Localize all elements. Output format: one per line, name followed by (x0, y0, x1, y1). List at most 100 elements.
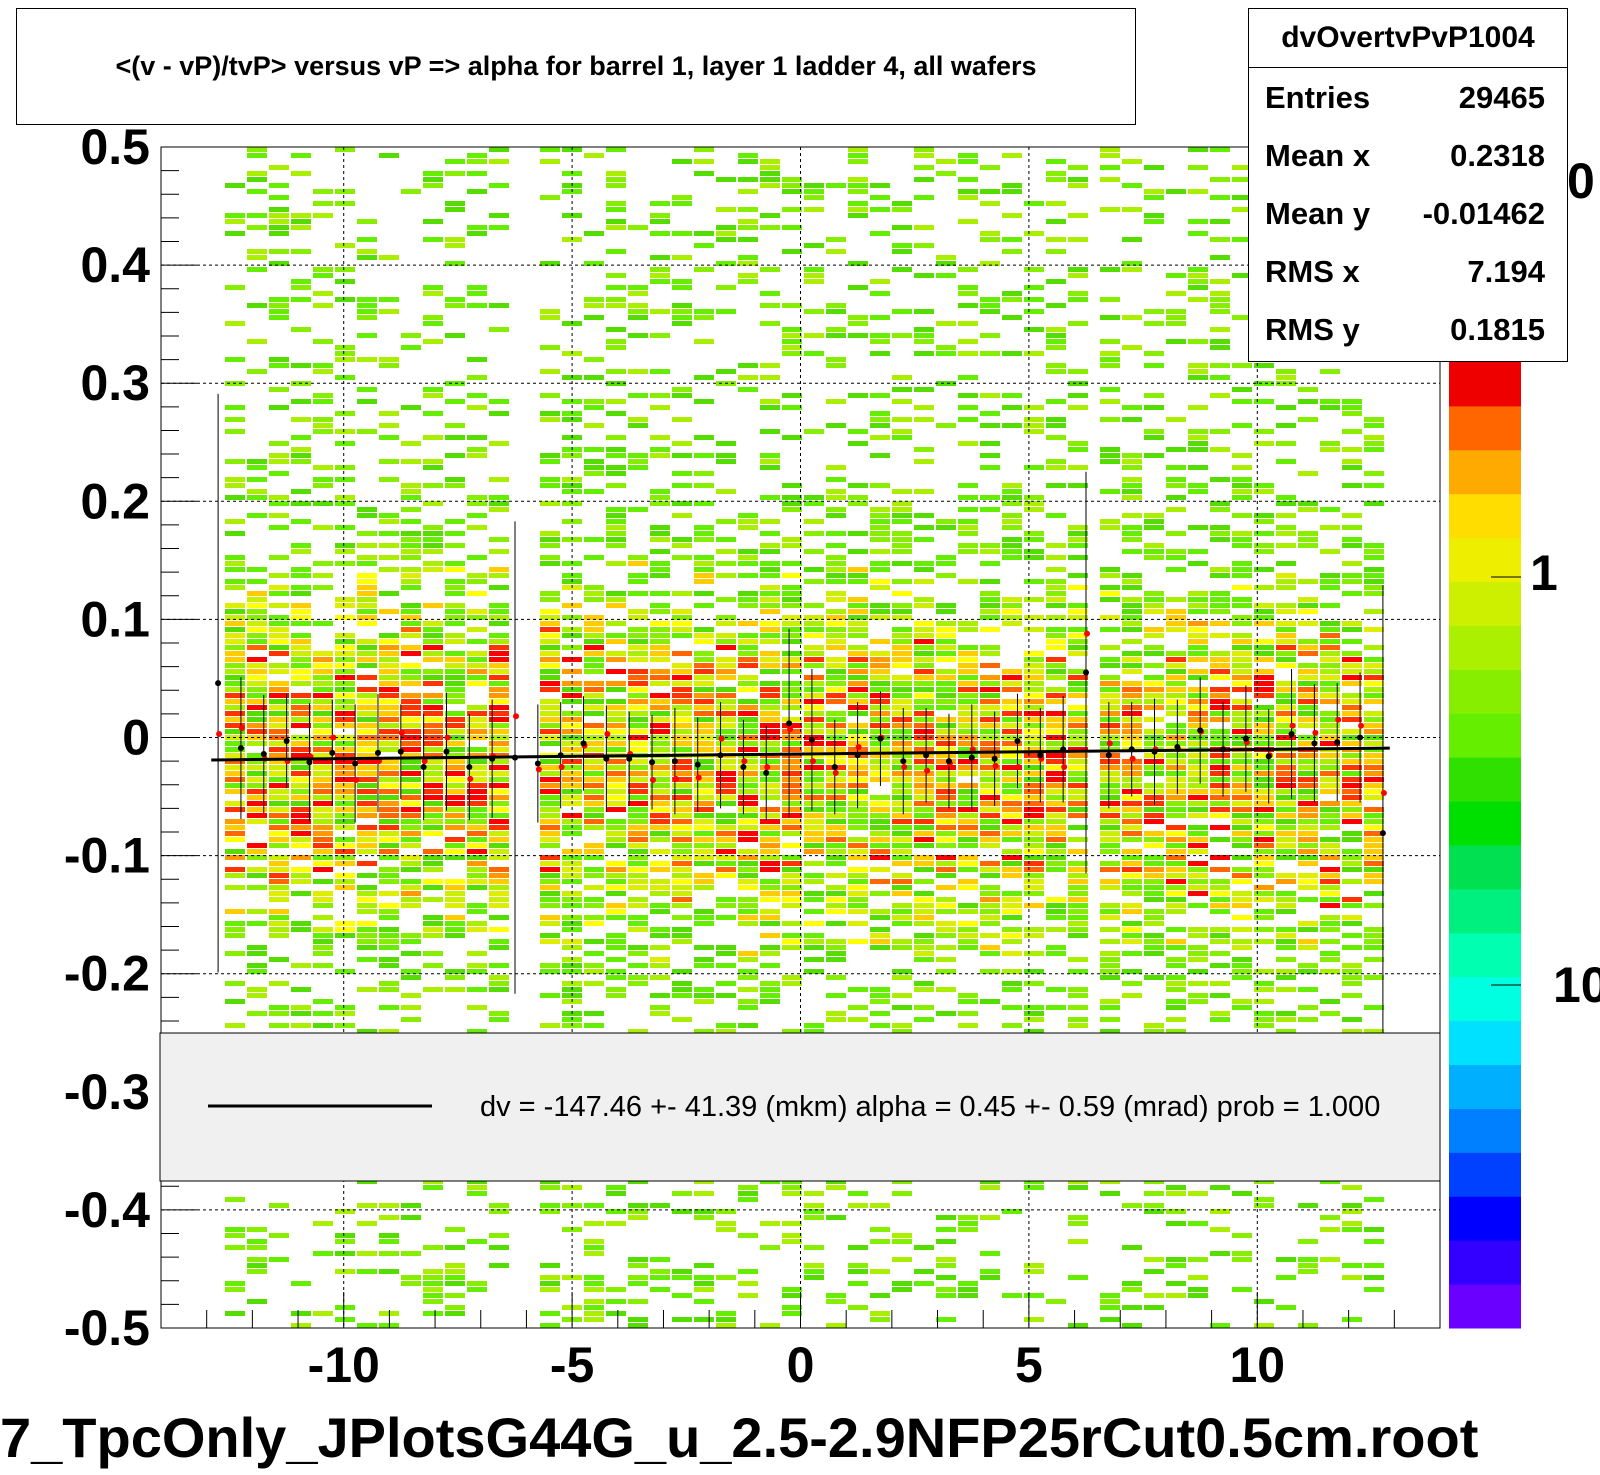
heatmap-cell (980, 645, 1000, 650)
heatmap-cell (1320, 837, 1340, 842)
heatmap-cell (826, 843, 846, 848)
heatmap-cell (1254, 543, 1274, 548)
heatmap-cell (1254, 675, 1274, 680)
heatmap-cell (291, 837, 311, 842)
heatmap-cell (313, 807, 333, 812)
heatmap-cell (1188, 369, 1208, 374)
heatmap-cell (1046, 951, 1066, 956)
heatmap-cell (980, 897, 1000, 902)
heatmap-cell (606, 987, 626, 992)
heatmap-cell (1210, 807, 1230, 812)
heatmap-cell (584, 555, 604, 560)
heatmap-cell (826, 825, 846, 830)
heatmap-cell (694, 669, 714, 674)
heatmap-cell (1122, 579, 1142, 584)
heatmap-cell (1232, 1257, 1252, 1262)
profile-point-black (534, 760, 541, 767)
heatmap-cell (445, 921, 465, 926)
heatmap-cell (1144, 321, 1164, 326)
heatmap-cell (540, 867, 560, 872)
heatmap-cell (1068, 795, 1088, 800)
heatmap-cell (650, 813, 670, 818)
heatmap-cell (291, 873, 311, 878)
heatmap-cell (826, 801, 846, 806)
heatmap-cell (1046, 909, 1066, 914)
heatmap-cell (694, 573, 714, 578)
heatmap-cell (1122, 585, 1142, 590)
heatmap-cell (247, 909, 267, 914)
heatmap-cell (540, 741, 560, 746)
heatmap-cell (467, 825, 487, 830)
heatmap-cell (628, 807, 648, 812)
heatmap-cell (1002, 939, 1022, 944)
heatmap-cell (1024, 795, 1044, 800)
heatmap-cell (870, 411, 890, 416)
heatmap-cell (606, 975, 626, 980)
heatmap-cell (1024, 807, 1044, 812)
heatmap-cell (379, 957, 399, 962)
heatmap-cell (540, 903, 560, 908)
heatmap-cell (1122, 891, 1142, 896)
heatmap-cell (716, 675, 736, 680)
heatmap-cell (760, 777, 780, 782)
heatmap-cell (826, 675, 846, 680)
heatmap-cell (672, 879, 692, 884)
heatmap-cell (782, 345, 802, 350)
heatmap-cell (357, 987, 377, 992)
heatmap-cell (1122, 531, 1142, 536)
heatmap-cell (672, 483, 692, 488)
heatmap-cell (489, 681, 509, 686)
heatmap-cell (936, 1227, 956, 1232)
heatmap-cell (1046, 579, 1066, 584)
heatmap-cell (584, 1221, 604, 1226)
heatmap-cell (694, 633, 714, 638)
heatmap-cell (584, 669, 604, 674)
heatmap-cell (650, 561, 670, 566)
heatmap-cell (672, 777, 692, 782)
heatmap-cell (1024, 669, 1044, 674)
heatmap-cell (1276, 639, 1296, 644)
heatmap-cell (1046, 639, 1066, 644)
heatmap-cell (738, 717, 758, 722)
palette-band (1449, 801, 1521, 846)
heatmap-cell (650, 903, 670, 908)
heatmap-cell (1166, 315, 1186, 320)
heatmap-cell (1024, 537, 1044, 542)
heatmap-cell (1046, 585, 1066, 590)
heatmap-cell (628, 915, 648, 920)
heatmap-cell (423, 783, 443, 788)
heatmap-cell (225, 759, 245, 764)
heatmap-cell (1046, 855, 1066, 860)
heatmap-cell (760, 597, 780, 602)
heatmap-cell (489, 663, 509, 668)
heatmap-cell (584, 1287, 604, 1292)
heatmap-cell (467, 663, 487, 668)
heatmap-cell (1122, 525, 1142, 530)
heatmap-cell (936, 735, 956, 740)
heatmap-cell (1276, 633, 1296, 638)
heatmap-cell (423, 1245, 443, 1250)
heatmap-cell (467, 453, 487, 458)
stats-histogram-name: dvOvertvPvP1004 (1249, 9, 1567, 68)
heatmap-cell (445, 933, 465, 938)
heatmap-cell (445, 771, 465, 776)
heatmap-cell (672, 687, 692, 692)
heatmap-cell (1188, 885, 1208, 890)
heatmap-cell (1024, 1011, 1044, 1016)
heatmap-cell (716, 837, 736, 842)
heatmap-cell (672, 765, 692, 770)
heatmap-cell (1144, 759, 1164, 764)
heatmap-cell (1046, 699, 1066, 704)
heatmap-cell (269, 213, 289, 218)
heatmap-cell (1254, 399, 1274, 404)
heatmap-cell (892, 729, 912, 734)
heatmap-cell (379, 657, 399, 662)
heatmap-cell (1210, 927, 1230, 932)
heatmap-cell (489, 675, 509, 680)
heatmap-cell (423, 879, 443, 884)
heatmap-cell (936, 675, 956, 680)
heatmap-cell (1320, 723, 1340, 728)
heatmap-cell (1068, 777, 1088, 782)
heatmap-cell (606, 1191, 626, 1196)
heatmap-cell (1024, 675, 1044, 680)
